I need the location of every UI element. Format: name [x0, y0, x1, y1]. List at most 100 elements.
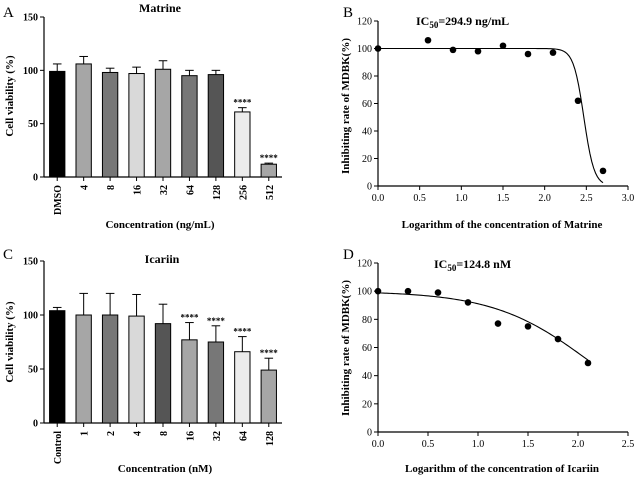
panel-d-y-tick-label: 80 — [362, 315, 372, 326]
panel-a-significance-mark: **** — [260, 153, 279, 163]
panel-d-icariin-inhibition: D IC50=124.8 nM Inhibiting rate of MDBK(… — [340, 247, 634, 475]
panel-letter-d: D — [343, 247, 354, 263]
panel-d-fit-curve — [377, 292, 589, 361]
panel-c-y-tick-label: 150 — [23, 257, 38, 268]
panel-c-x-tick-label: Control — [53, 431, 64, 464]
panel-a-y-tick-label: 100 — [23, 66, 38, 77]
panel-c-x-tick-label: 32 — [212, 431, 223, 441]
panel-d-data-point — [554, 335, 562, 343]
panel-b-matrine-inhibition: B IC50=294.9 ng/mL Inhibiting rate of MD… — [340, 5, 634, 231]
panel-d-data-point — [464, 299, 472, 306]
panel-c-x-tick-label: 64 — [238, 431, 249, 441]
panel-d-x-tick-label: 2.0 — [572, 439, 585, 450]
panel-a-matrine-viability: A Matrine Cell viability (%) Concentrati… — [3, 1, 282, 231]
panel-c-x-tick-label: 8 — [159, 431, 170, 436]
panel-d-x-tick-label: 2.5 — [622, 439, 635, 450]
panel-c-y-tick-label: 0 — [33, 419, 38, 430]
panel-c-x-tick-label: 2 — [106, 431, 117, 436]
panel-b-fit-curve — [378, 47, 604, 184]
panel-d-y-tick-label: 120 — [357, 259, 372, 270]
panel-d-ic50-annotation: IC50=124.8 nM — [434, 257, 511, 273]
panel-a-bar — [101, 71, 119, 178]
panel-d-data-point — [434, 289, 442, 296]
panel-c-bar — [260, 369, 277, 424]
panel-d-x-tick-label: 0.0 — [372, 439, 385, 450]
panel-b-x-tick-label: 1.0 — [455, 193, 468, 204]
panel-b-data-point — [524, 50, 532, 58]
panel-c-bar — [234, 351, 251, 424]
panel-a-significance-mark: **** — [233, 98, 252, 108]
panel-c-y-tick-label: 50 — [28, 365, 38, 376]
panel-a-x-tick-label: 32 — [159, 185, 170, 195]
panel-b-data-point — [549, 49, 557, 56]
panel-b-y-tick-label: 120 — [357, 17, 372, 28]
panel-d-y-tick-label: 0 — [367, 428, 372, 439]
panel-b-x-tick-label: 3.0 — [622, 193, 635, 204]
panel-b-y-tick-label: 80 — [362, 72, 372, 83]
panel-d-data-point — [524, 323, 532, 330]
panel-a-bar — [207, 74, 225, 178]
panel-d-y-tick-label: 20 — [362, 399, 372, 410]
panel-c-bar — [75, 314, 92, 424]
panel-d-data-point — [584, 359, 592, 367]
panel-a-y-tick-label: 0 — [33, 173, 38, 184]
panel-c-significance-mark: **** — [207, 316, 226, 326]
panel-b-y-tick-label: 100 — [357, 44, 372, 55]
panel-b-data-point — [599, 167, 607, 175]
panel-c-icariin-viability: C Icariin Cell viability (%) Concentrati… — [3, 247, 282, 475]
panel-b-plot-area: 0 20 40 60 80 100 120 0.0 0.5 1.0 1.5 2.0 2.5 3.0 — [357, 17, 634, 205]
panel-a-bar — [128, 73, 145, 178]
panel-letter-b: B — [343, 5, 353, 21]
panel-b-x-tick-label: 1.5 — [497, 193, 510, 204]
panel-a-x-tick-label: 128 — [212, 185, 223, 200]
panel-a-x-tick-label: 4 — [80, 185, 91, 190]
panel-c-x-tick-label: 128 — [265, 431, 276, 446]
panel-b-x-tick-label: 2.5 — [580, 193, 593, 204]
panel-a-x-tick-label: DMSO — [53, 185, 64, 215]
panel-d-x-tick-label: 0.5 — [422, 439, 435, 450]
panel-d-y-tick-label: 60 — [362, 343, 372, 354]
panel-a-title: Matrine — [139, 1, 182, 15]
panel-b-data-point — [574, 97, 582, 105]
panel-c-bar — [101, 314, 119, 424]
panel-a-x-tick-label: 8 — [106, 185, 117, 190]
panel-d-x-axis-label: Logarithm of the concentration of Icarii… — [405, 463, 599, 475]
panel-a-x-tick-label: 256 — [238, 185, 249, 200]
panel-c-x-tick-label: 1 — [80, 431, 91, 436]
panel-d-x-tick-label: 1.0 — [472, 439, 485, 450]
panel-c-x-axis-label: Concentration (nM) — [118, 463, 213, 475]
panel-c-bar — [181, 339, 198, 424]
panel-letter-c: C — [3, 247, 13, 263]
panel-c-x-tick-label: 4 — [133, 431, 144, 436]
panel-b-y-tick-label: 0 — [367, 182, 372, 193]
panel-d-y-tick-label: 100 — [357, 287, 372, 298]
panel-b-y-axis-label: Inhibiting rate of MDBK(%) — [340, 38, 352, 174]
panel-a-bar — [234, 111, 251, 178]
panel-c-bar — [128, 315, 145, 424]
panel-a-x-tick-label: 64 — [185, 185, 196, 195]
panel-b-x-tick-label: 2.0 — [538, 193, 551, 204]
panel-b-data-point — [374, 45, 382, 52]
panel-b-x-tick-label: 0.0 — [372, 193, 385, 204]
panel-d-y-axis-label: Inhibiting rate of MDBK(%) — [340, 280, 352, 416]
panel-b-ic50-annotation: IC50=294.9 ng/mL — [416, 14, 509, 30]
panel-a-bar — [75, 63, 92, 178]
panel-b-data-point — [499, 42, 507, 50]
panel-b-y-tick-label: 60 — [362, 99, 372, 110]
panel-b-data-point — [449, 46, 457, 54]
panel-b-x-axis-label: Logarithm of the concentration of Matrin… — [402, 219, 603, 231]
panel-a-bar — [154, 68, 172, 178]
panel-a-y-tick-label: 50 — [28, 119, 38, 130]
panel-c-significance-mark: **** — [260, 348, 279, 358]
panel-c-significance-mark: **** — [180, 313, 199, 323]
panel-d-plot-area: 0 20 40 60 80 100 120 0.0 0.5 1.0 1.5 2.0 2.5 — [357, 259, 634, 451]
panel-c-y-axis-label: Cell viability (%) — [4, 301, 16, 383]
panel-a-x-tick-label: 512 — [265, 185, 276, 200]
panel-c-bar — [49, 310, 66, 424]
panel-c-y-tick-label: 100 — [23, 311, 38, 322]
panel-a-bar — [260, 163, 277, 178]
panel-a-x-axis-label: Concentration (ng/mL) — [105, 219, 214, 231]
panel-c-bar — [154, 323, 172, 424]
panel-a-x-tick-label: 16 — [133, 185, 144, 195]
